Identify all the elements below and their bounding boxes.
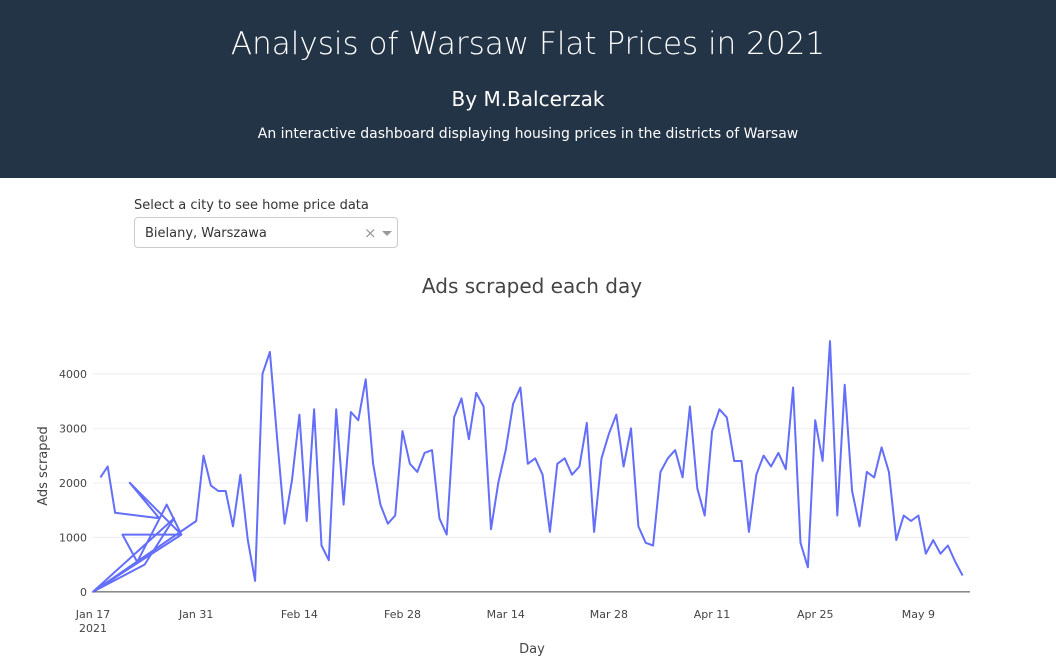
- x-tick-label: Apr 25: [797, 608, 834, 621]
- x-tick-label: Mar 14: [487, 608, 525, 621]
- y-tick-label: 3000: [59, 422, 87, 435]
- x-tick-label: Jan 17 2021: [75, 608, 110, 635]
- dropdown-label: Select a city to see home price data: [134, 198, 369, 213]
- description: An interactive dashboard displaying hous…: [257, 126, 799, 142]
- x-tick-label: Jan 31: [178, 608, 213, 621]
- y-tick-label: 2000: [59, 477, 87, 490]
- page-title: Analysis of Warsaw Flat Prices in 2021: [230, 26, 826, 62]
- clear-button[interactable]: ×: [364, 224, 377, 242]
- y-axis-label: Ads scraped: [36, 426, 51, 506]
- x-tick-label: May 9: [902, 608, 935, 621]
- author: By M.Balcerzak: [451, 87, 605, 111]
- chart: Ads scraped each day Day Ads scraped 0 10…: [36, 274, 970, 657]
- data-line: [92, 340, 964, 593]
- dropdown[interactable]: Bielany, Warszawa ×: [134, 217, 398, 248]
- selected-value: Bielany, Warszawa: [145, 226, 267, 241]
- dropdown-arrow[interactable]: [382, 231, 392, 236]
- x-tick-label: Mar 28: [590, 608, 628, 621]
- y-tick-label: 0: [80, 586, 87, 599]
- x-tick-label: Feb 14: [281, 608, 318, 621]
- x-tick-label: Feb 28: [384, 608, 421, 621]
- header: Analysis of Warsaw Flat Prices in 2021 B…: [0, 0, 1056, 178]
- y-tick-label: 1000: [59, 531, 87, 544]
- x-axis-label: Day: [519, 642, 545, 657]
- chart-title: Ads scraped each day: [422, 274, 642, 298]
- y-tick-label: 4000: [59, 368, 87, 381]
- x-tick-label: Apr 11: [694, 608, 731, 621]
